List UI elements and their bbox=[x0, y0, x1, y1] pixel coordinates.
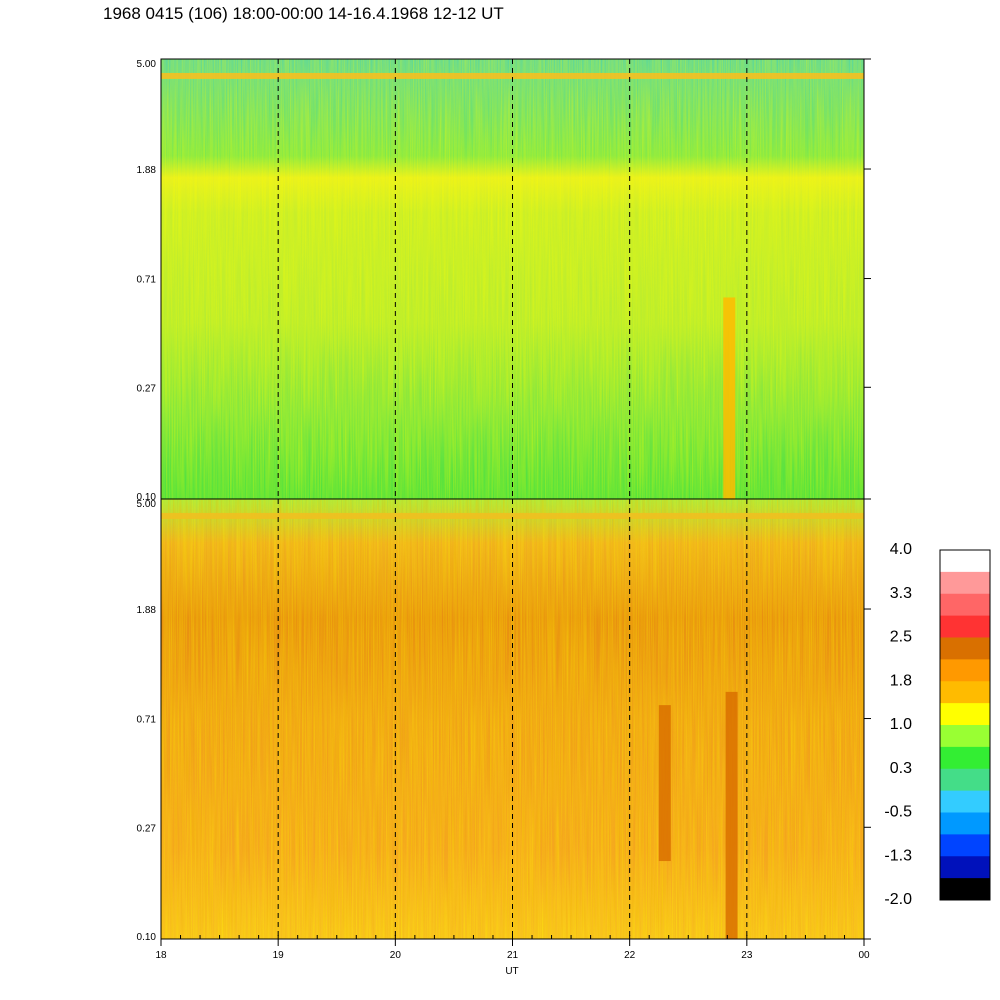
feature-column bbox=[725, 691, 738, 939]
colorbar-label: 1.0 bbox=[890, 716, 912, 733]
upper-panel-markers bbox=[277, 59, 748, 499]
x-tick-label: 00 bbox=[858, 950, 870, 961]
colorbar-segment bbox=[940, 856, 990, 879]
x-tick-label: 18 bbox=[155, 950, 167, 961]
y-tick-label: 1.88 bbox=[137, 165, 157, 176]
x-tick-label: 21 bbox=[507, 950, 519, 961]
y-tick-label: 5.00 bbox=[137, 499, 157, 510]
colorbar-segment bbox=[940, 812, 990, 835]
colorbar-segment bbox=[940, 615, 990, 638]
colorbar-label: 2.5 bbox=[890, 629, 912, 646]
upper-panel-features bbox=[161, 72, 864, 499]
lower-panel-y-axis: 0.10 0.27 0.71 1.88 5.00 bbox=[137, 498, 871, 943]
colorbar-segment bbox=[940, 746, 990, 770]
lower-panel-features bbox=[161, 512, 864, 939]
x-tick-label: 22 bbox=[624, 950, 636, 961]
colorbar-segment bbox=[940, 703, 990, 726]
colorbar-label: 3.3 bbox=[890, 585, 912, 602]
colorbar-label: -0.5 bbox=[884, 804, 912, 821]
colorbar-segment bbox=[940, 637, 990, 660]
feature-column bbox=[658, 705, 671, 862]
x-tick-label: 19 bbox=[273, 950, 285, 961]
lower-panel: 0.10 0.27 0.71 1.88 5.00 bbox=[137, 498, 871, 943]
y-tick-label: 0.27 bbox=[137, 823, 157, 834]
bright-band bbox=[161, 72, 864, 79]
y-tick-label: 0.10 bbox=[137, 932, 157, 943]
x-tick-label: 23 bbox=[741, 950, 753, 961]
colorbar-label: 0.3 bbox=[890, 760, 912, 777]
y-tick-label: 1.88 bbox=[137, 605, 157, 616]
y-tick-label: 0.71 bbox=[137, 275, 157, 286]
colorbar-segment bbox=[940, 593, 990, 617]
colorbar-segment bbox=[940, 768, 990, 792]
colorbar-segment bbox=[940, 878, 990, 901]
colorbar-segment bbox=[940, 725, 990, 748]
x-axis-label: UT bbox=[505, 966, 518, 977]
bright-band bbox=[161, 512, 864, 519]
colorbar-segment bbox=[940, 571, 990, 595]
upper-panel: 0.10 0.27 0.71 1.88 5.00 bbox=[137, 58, 871, 503]
colorbar-segment bbox=[940, 659, 990, 682]
colorbar-label: -2.0 bbox=[884, 891, 912, 908]
colorbar-label: 4.0 bbox=[890, 541, 912, 558]
colorbar-segment bbox=[940, 790, 990, 813]
colorbar: 4.0 3.3 2.5 1.8 1.0 0.3 -0.5 -1.3 -2.0 bbox=[884, 541, 991, 908]
chart-title: 1968 0415 (106) 18:00-00:00 14-16.4.1968… bbox=[103, 4, 504, 23]
y-tick-label: 0.27 bbox=[137, 383, 157, 394]
y-tick-label: 0.71 bbox=[137, 715, 157, 726]
x-tick-label: 20 bbox=[390, 950, 402, 961]
y-tick-label: 0.10 bbox=[137, 492, 157, 503]
lower-panel-markers bbox=[277, 499, 748, 939]
x-axis: 18 19 20 21 22 23 00 bbox=[155, 935, 870, 961]
colorbar-segment bbox=[940, 550, 990, 573]
y-tick-label: 5.00 bbox=[137, 59, 157, 70]
feature-column bbox=[723, 297, 736, 499]
colorbar-frame bbox=[939, 549, 991, 901]
colorbar-segment bbox=[940, 681, 990, 704]
colorbar-label: 1.8 bbox=[890, 672, 912, 689]
colorbar-label: -1.3 bbox=[884, 847, 912, 864]
colorbar-segment bbox=[940, 834, 990, 857]
